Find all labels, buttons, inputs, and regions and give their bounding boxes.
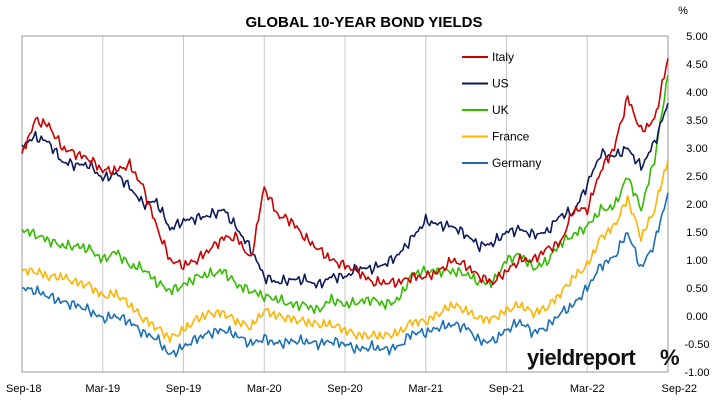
- y-axis-ticks: 5.00 4.50 4.00 3.50 3.00 2.50 2.00 1.50 1.00 0.50…: [684, 31, 709, 379]
- y-axis-unit: %: [678, 5, 688, 17]
- y-tick-label: 3.50: [686, 115, 707, 127]
- y-tick-label: -1.00: [684, 367, 709, 379]
- y-tick-label: 2.50: [686, 171, 707, 183]
- y-tick-label: 5.00: [686, 31, 707, 43]
- x-axis-ticks: Sep-18 Mar-19 Sep-19 Mar-20 Sep-20 Mar-21 Sep-…: [6, 383, 697, 395]
- logo-percent-symbol: %: [660, 345, 679, 370]
- legend-label-france: France: [492, 130, 530, 144]
- x-tick-label: Mar-21: [408, 383, 443, 395]
- logo-wordmark: yieldreport: [527, 345, 636, 370]
- legend-label-germany: Germany: [492, 156, 541, 170]
- y-tick-label: 0.50: [686, 283, 707, 295]
- x-tick-label: Sep-21: [489, 383, 524, 395]
- x-tick-label: Mar-19: [85, 383, 120, 395]
- legend: Italy US UK France Germany: [462, 50, 541, 170]
- x-tick-label: Mar-22: [570, 383, 605, 395]
- legend-label-uk: UK: [492, 103, 509, 117]
- x-tick-label: Sep-20: [327, 383, 362, 395]
- y-tick-label: 2.00: [686, 199, 707, 211]
- series-line-us: [21, 102, 669, 289]
- x-tick-label: Sep-19: [166, 383, 201, 395]
- yieldreport-logo: yieldreport %: [527, 345, 680, 370]
- y-tick-label: 4.50: [686, 59, 707, 71]
- series-lines: [21, 58, 669, 358]
- plot-area-frame: [21, 35, 669, 373]
- x-tick-label: Sep-18: [6, 383, 41, 395]
- x-tick-label: Sep-22: [662, 383, 697, 395]
- grid-lines: [21, 36, 669, 372]
- y-tick-label: 1.50: [686, 227, 707, 239]
- y-tick-label: -0.50: [684, 339, 709, 351]
- legend-label-italy: Italy: [492, 50, 514, 64]
- x-tick-label: Mar-20: [247, 383, 282, 395]
- series-line-germany: [21, 192, 669, 358]
- y-tick-label: 4.00: [686, 87, 707, 99]
- chart-title: GLOBAL 10-YEAR BOND YIELDS: [246, 14, 483, 31]
- series-line-france: [21, 159, 669, 343]
- y-tick-label: 0.00: [686, 311, 707, 323]
- series-line-italy: [21, 58, 669, 288]
- legend-label-us: US: [492, 77, 509, 91]
- y-tick-label: 3.00: [686, 143, 707, 155]
- y-tick-label: 1.00: [686, 255, 707, 267]
